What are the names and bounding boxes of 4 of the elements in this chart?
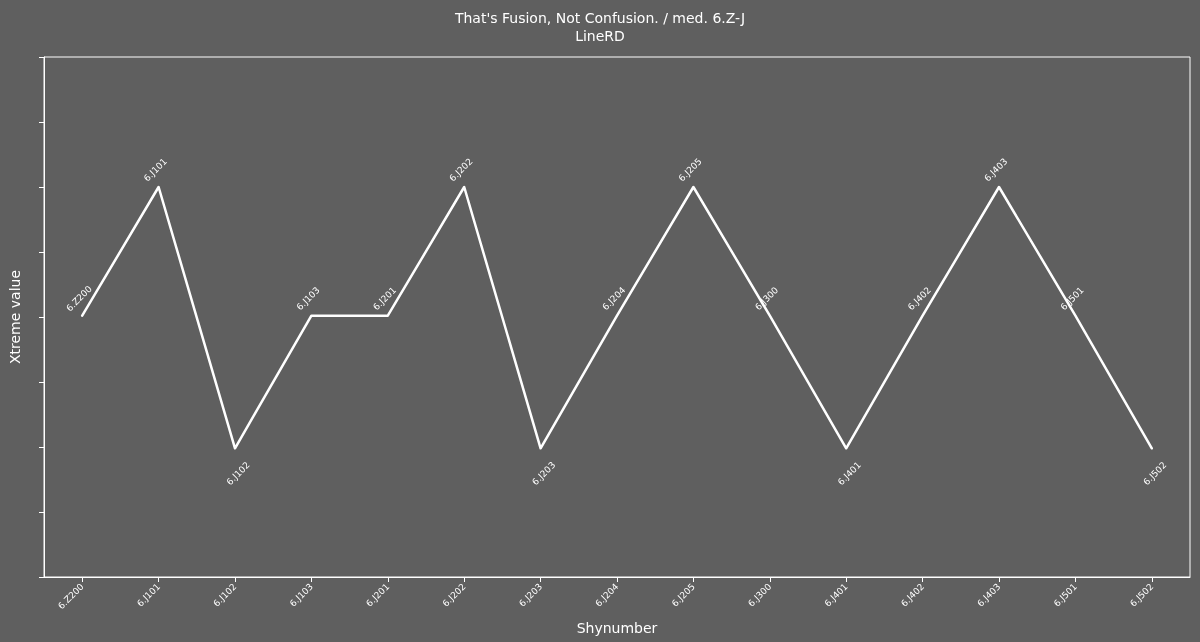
y-axis-title: Xtreme value xyxy=(7,269,23,365)
chart-title: That's Fusion, Not Confusion. / med. 6.Z-J xyxy=(453,10,746,26)
x-axis-title: Shynumber xyxy=(576,620,658,636)
chart-subtitle: LineRD xyxy=(575,28,625,44)
